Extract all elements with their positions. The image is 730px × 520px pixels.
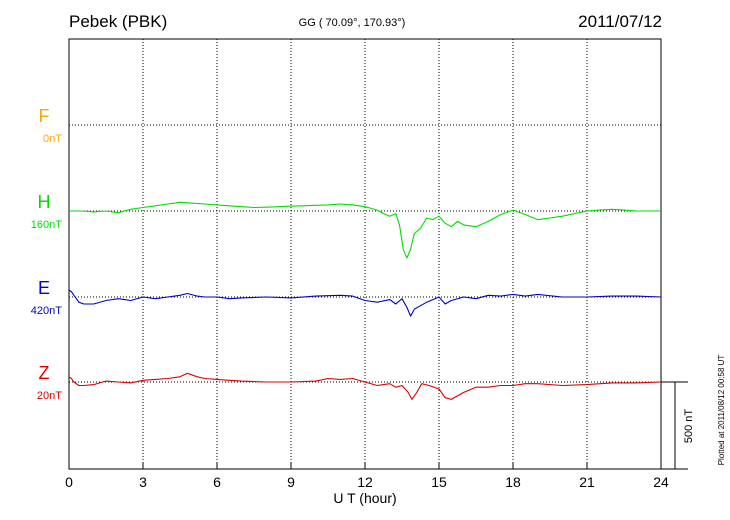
x-tick-label: 6 — [213, 474, 221, 490]
plotted-timestamp: Plotted at 2011/08/12 00:58 UT — [717, 355, 726, 466]
component-e-baseline: 420nT — [31, 305, 62, 317]
data-traces — [68, 201, 662, 400]
component-h-label: H — [38, 192, 51, 212]
plot-date: 2011/07/12 — [578, 12, 662, 31]
component-z-baseline: 20nT — [37, 390, 62, 402]
component-e-label: E — [38, 278, 50, 298]
x-axis-label: U T (hour) — [333, 490, 396, 506]
x-tick-label: 15 — [431, 474, 447, 490]
x-tick-label: 12 — [357, 474, 373, 490]
series-z-line — [68, 372, 662, 400]
x-tick-label: 18 — [505, 474, 521, 490]
component-z-label: Z — [39, 363, 50, 383]
component-labels: F 0nT H 160nT E 420nT Z 20nT — [31, 106, 62, 402]
x-tick-label: 3 — [139, 474, 147, 490]
x-tick-label: 9 — [287, 474, 295, 490]
x-tick-label: 0 — [65, 474, 73, 490]
series-h-line — [69, 201, 661, 259]
component-f-label: F — [39, 106, 50, 126]
component-f-baseline: 0nT — [43, 133, 62, 145]
series-e-line — [68, 289, 662, 317]
x-tick-label: 24 — [653, 474, 669, 490]
component-h-baseline: 160nT — [31, 219, 62, 231]
plot-frame — [68, 38, 662, 470]
grid-lines — [69, 39, 661, 469]
scale-bar: 500 nT — [661, 381, 695, 470]
scale-bar-label: 500 nT — [683, 409, 695, 444]
station-name: Pebek (PBK) — [69, 12, 167, 31]
x-tick-label: 21 — [579, 474, 595, 490]
station-coordinates: GG ( 70.09°, 170.93°) — [299, 17, 406, 29]
x-axis-ticks: 0 3 6 9 12 15 18 21 24 — [65, 463, 669, 490]
